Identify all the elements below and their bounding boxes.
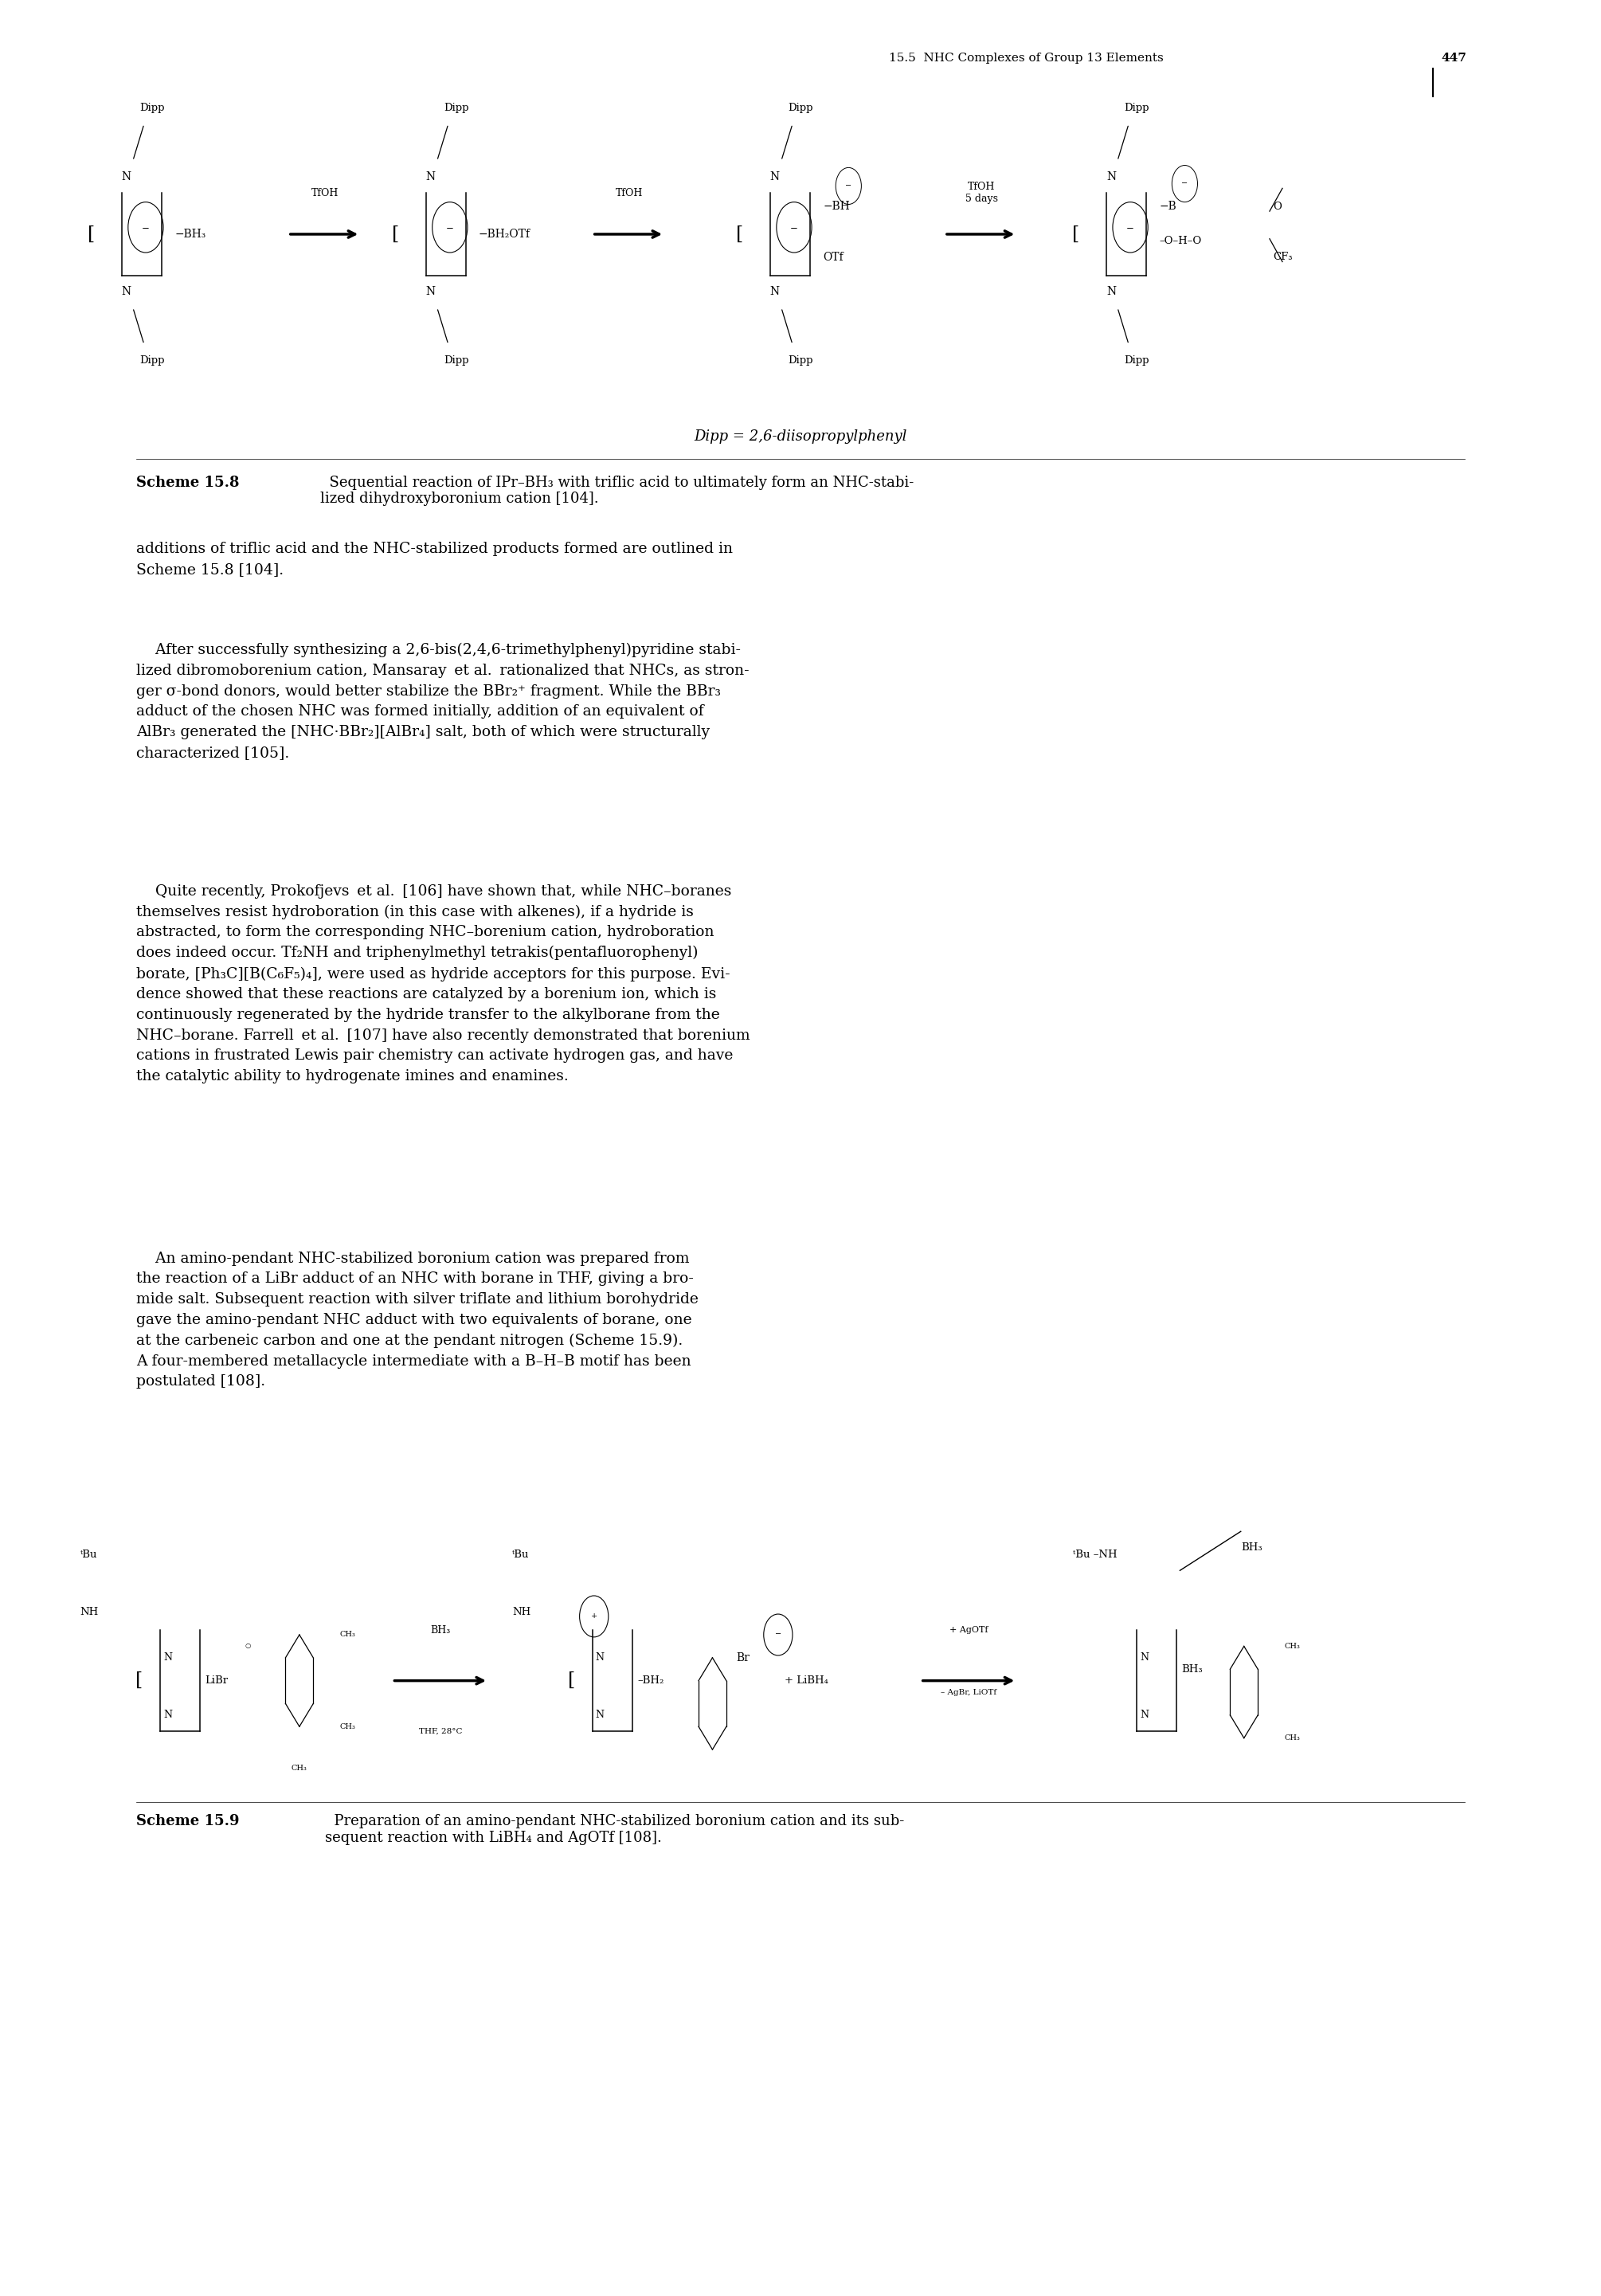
- Text: additions of triflic acid and the NHC-stabilized products formed are outlined in: additions of triflic acid and the NHC-st…: [136, 542, 733, 576]
- Text: [: [: [568, 1671, 575, 1690]
- Text: Scheme 15.8: Scheme 15.8: [136, 475, 239, 489]
- Text: Dipp: Dipp: [443, 103, 469, 113]
- Text: BH₃: BH₃: [1241, 1543, 1262, 1552]
- Text: [: [: [136, 1671, 142, 1690]
- Text: NH: NH: [80, 1607, 99, 1616]
- Text: Quite recently, Prokofjevs  et al.  [106] have shown that, while NHC–boranes
the: Quite recently, Prokofjevs et al. [106] …: [136, 884, 749, 1084]
- Text: BH₃: BH₃: [431, 1626, 450, 1635]
- Text: [: [: [392, 225, 399, 243]
- Text: −BH₃: −BH₃: [175, 230, 207, 239]
- Text: ᵗBu: ᵗBu: [512, 1550, 530, 1559]
- Text: An amino-pendant NHC-stabilized boronium cation was prepared from
the reaction o: An amino-pendant NHC-stabilized boronium…: [136, 1251, 698, 1389]
- Text: Dipp: Dipp: [139, 103, 165, 113]
- Text: N: N: [426, 172, 435, 181]
- Text: N: N: [163, 1711, 171, 1720]
- Text: –BH₂: –BH₂: [637, 1676, 664, 1685]
- Text: Dipp: Dipp: [139, 356, 165, 365]
- Text: −: −: [142, 223, 149, 232]
- Text: −: −: [1127, 223, 1134, 232]
- Text: NH: NH: [512, 1607, 532, 1616]
- Text: CH₃: CH₃: [291, 1763, 307, 1773]
- Text: N: N: [1106, 287, 1116, 296]
- Text: – AgBr, LiOTf: – AgBr, LiOTf: [941, 1688, 996, 1697]
- Text: +: +: [591, 1612, 597, 1621]
- Text: −: −: [447, 223, 453, 232]
- Text: BH₃: BH₃: [1182, 1665, 1202, 1674]
- Text: −B: −B: [1159, 202, 1177, 211]
- Text: Preparation of an amino-pendant NHC-stabilized boronium cation and its sub-
sequ: Preparation of an amino-pendant NHC-stab…: [325, 1814, 905, 1844]
- Text: [: [: [88, 225, 94, 243]
- Text: Dipp: Dipp: [443, 356, 469, 365]
- Text: N: N: [163, 1653, 171, 1662]
- Text: Sequential reaction of IPr–BH₃ with triflic acid to ultimately form an NHC-stabi: Sequential reaction of IPr–BH₃ with trif…: [320, 475, 914, 505]
- Text: N: N: [1106, 172, 1116, 181]
- Text: −: −: [1182, 179, 1188, 188]
- Text: N: N: [122, 172, 131, 181]
- Text: Dipp: Dipp: [788, 356, 813, 365]
- Text: N: N: [426, 287, 435, 296]
- Text: [: [: [1073, 225, 1079, 243]
- Text: −BH₂OTf: −BH₂OTf: [479, 230, 530, 239]
- Text: ᵗBu: ᵗBu: [80, 1550, 98, 1559]
- Text: TfOH
5 days: TfOH 5 days: [965, 181, 997, 204]
- Text: 447: 447: [1441, 53, 1467, 64]
- Text: N: N: [770, 172, 780, 181]
- Text: OTf: OTf: [823, 253, 844, 262]
- Text: Dipp: Dipp: [788, 103, 813, 113]
- Text: O: O: [1273, 202, 1281, 211]
- Text: After successfully synthesizing a 2,6-bis(2,4,6-trimethylphenyl)pyridine stabi-
: After successfully synthesizing a 2,6-bi…: [136, 643, 749, 760]
- Text: −: −: [775, 1630, 781, 1639]
- Text: −: −: [845, 181, 852, 191]
- Text: N: N: [1140, 1711, 1148, 1720]
- Text: CH₃: CH₃: [339, 1722, 355, 1731]
- Text: Dipp: Dipp: [1124, 103, 1150, 113]
- Text: CH₃: CH₃: [1284, 1642, 1300, 1651]
- Text: + AgOTf: + AgOTf: [949, 1626, 988, 1635]
- Text: ᵗBu –NH: ᵗBu –NH: [1073, 1550, 1117, 1559]
- Text: TfOH: TfOH: [615, 188, 644, 197]
- Text: N: N: [122, 287, 131, 296]
- Text: Dipp: Dipp: [1124, 356, 1150, 365]
- Text: ○: ○: [245, 1644, 251, 1649]
- Text: Scheme 15.9: Scheme 15.9: [136, 1814, 239, 1828]
- Text: Dipp = 2,6-diisopropylphenyl: Dipp = 2,6-diisopropylphenyl: [693, 429, 908, 443]
- Text: CH₃: CH₃: [1284, 1733, 1300, 1743]
- Text: CH₃: CH₃: [339, 1630, 355, 1639]
- Text: [: [: [736, 225, 743, 243]
- Text: + LiBH₄: + LiBH₄: [784, 1676, 828, 1685]
- Text: TfOH: TfOH: [311, 188, 339, 197]
- Text: −BH: −BH: [823, 202, 850, 211]
- Text: N: N: [1140, 1653, 1148, 1662]
- Text: –O–H–O: –O–H–O: [1159, 236, 1201, 246]
- Text: LiBr: LiBr: [205, 1676, 227, 1685]
- Text: N: N: [596, 1711, 604, 1720]
- Text: THF, 28°C: THF, 28°C: [418, 1727, 463, 1736]
- Text: −: −: [791, 223, 797, 232]
- Text: N: N: [770, 287, 780, 296]
- Text: N: N: [596, 1653, 604, 1662]
- Text: Br: Br: [736, 1653, 749, 1662]
- Text: CF₃: CF₃: [1273, 253, 1292, 262]
- Text: 15.5  NHC Complexes of Group 13 Elements: 15.5 NHC Complexes of Group 13 Elements: [889, 53, 1164, 64]
